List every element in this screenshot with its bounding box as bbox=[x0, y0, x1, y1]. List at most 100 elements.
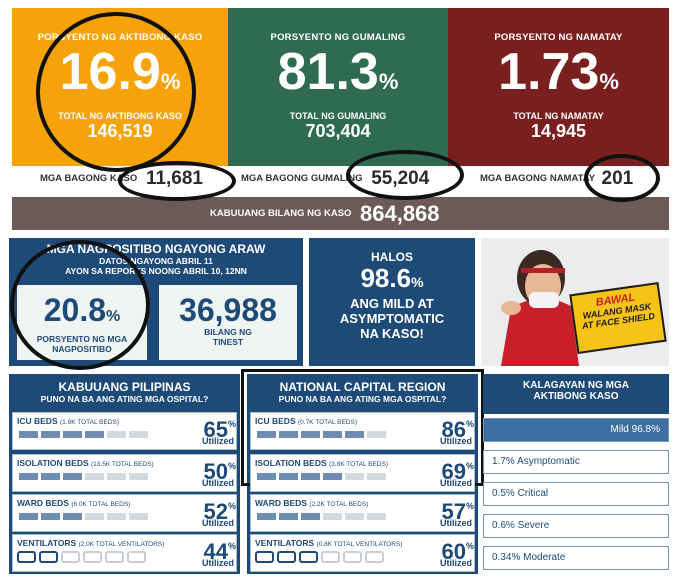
ph-hospital-row: ICU BEDS (1.9K TOTAL BEDS) 65% Utilized bbox=[12, 412, 237, 450]
ncr-hospital-row: WARD BEDS (2.2K TOTAL BEDS) 57% Utilized bbox=[250, 494, 475, 532]
ncr-title: NATIONAL CAPITAL REGION bbox=[279, 380, 446, 394]
case-status-item: 0.5% Critical bbox=[483, 482, 669, 506]
utilized-label: Utilized bbox=[439, 478, 472, 488]
positivity-date: DATOS NGAYONG ABRIL 11 bbox=[99, 256, 213, 266]
ph-hospital-row: WARD BEDS (6.0K TOTAL BEDS) 52% Utilized bbox=[12, 494, 237, 532]
capacity-bar-segment bbox=[107, 473, 126, 480]
recovered-pct-label: PORSYENTO NG GUMALING bbox=[270, 32, 406, 43]
annotation-circle-active-pct bbox=[36, 12, 196, 172]
capacity-bar-segment bbox=[85, 473, 104, 480]
utilized-label: Utilized bbox=[201, 478, 234, 488]
hospital-row-name: VENTILATORS (2.0K TOTAL VENTILATORS) bbox=[17, 538, 165, 548]
utilization-percent: 69% bbox=[441, 459, 474, 484]
capacity-bar-segment bbox=[107, 431, 126, 438]
capacity-bar-segment bbox=[367, 473, 386, 480]
ventilator-icon bbox=[343, 551, 362, 563]
case-status-item: 0.34% Moderate bbox=[483, 546, 669, 570]
case-status-panel: KALAGAYAN NG MGA AKTIBONG KASO bbox=[483, 374, 669, 414]
capacity-bar-segment bbox=[367, 431, 386, 438]
new-recovered-label: MGA BAGONG GUMALING bbox=[241, 173, 363, 184]
ventilator-icon bbox=[83, 551, 102, 563]
utilization-percent: 86% bbox=[441, 417, 474, 442]
utilization-percent: 44% bbox=[203, 539, 236, 564]
capacity-bar-segment bbox=[345, 473, 364, 480]
capacity-bar-segment bbox=[367, 513, 386, 520]
hospital-row-name: VENTILATORS (0.8K TOTAL VENTILATORS) bbox=[255, 538, 403, 548]
mild-l4: NA KASO! bbox=[360, 326, 424, 341]
deaths-total-value: 14,945 bbox=[530, 121, 587, 141]
new-cases-label: MGA BAGONG KASO bbox=[40, 173, 138, 184]
utilization-percent: 50% bbox=[203, 459, 236, 484]
annotation-circle-new-deaths bbox=[584, 154, 660, 202]
mild-value: 98.6% bbox=[360, 263, 424, 293]
hospital-row-name: ISOLATION BEDS (3.8K TOTAL BEDS) bbox=[255, 458, 389, 468]
annotation-circle-positivity bbox=[10, 240, 150, 370]
utilized-label: Utilized bbox=[439, 558, 472, 568]
ncr-subtitle: PUNO NA BA ANG ATING MGA OSPITAL? bbox=[278, 394, 447, 404]
recovered-pct-value: 81.3% bbox=[277, 43, 399, 101]
ventilator-icon bbox=[277, 551, 296, 563]
capacity-bar-segment bbox=[257, 473, 276, 480]
ncr-hospital-row: ISOLATION BEDS (3.8K TOTAL BEDS) 69% Utili… bbox=[250, 454, 475, 492]
capacity-bars bbox=[19, 513, 148, 520]
mask-banner-sign: BAWAL WALANG MASK AT FACE SHIELD bbox=[569, 282, 667, 354]
capacity-bar-segment bbox=[41, 431, 60, 438]
utilized-label: Utilized bbox=[439, 436, 472, 446]
ventilator-icon bbox=[255, 551, 274, 563]
capacity-bar-segment bbox=[19, 513, 38, 520]
deaths-card: PORSYENTO NG NAMATAY 1.73% TOTAL NG NAMA… bbox=[448, 8, 669, 166]
capacity-bar-segment bbox=[129, 513, 148, 520]
capacity-bar-segment bbox=[63, 431, 82, 438]
hospital-row-name: WARD BEDS (2.2K TOTAL BEDS) bbox=[255, 498, 369, 508]
capacity-bars bbox=[257, 431, 386, 438]
ph-title: KABUUANG PILIPINAS bbox=[58, 380, 191, 394]
capacity-bar-segment bbox=[279, 513, 298, 520]
capacity-bar-segment bbox=[63, 513, 82, 520]
hospital-row-name: ICU BEDS (1.9K TOTAL BEDS) bbox=[17, 416, 120, 426]
ncr-hospital-row: ICU BEDS (0.7K TOTAL BEDS) 86% Utilized bbox=[250, 412, 475, 450]
mild-panel: HALOS 98.6% ANG MILD AT ASYMPTOMATIC NA … bbox=[309, 238, 475, 366]
capacity-bar-segment bbox=[41, 473, 60, 480]
ventilator-icon bbox=[127, 551, 146, 563]
total-cases-value: 864,868 bbox=[360, 201, 440, 226]
capacity-bars bbox=[19, 473, 148, 480]
ventilator-icons bbox=[255, 551, 384, 563]
utilization-percent: 60% bbox=[441, 539, 474, 564]
tests-label1: BILANG NG bbox=[204, 327, 252, 337]
utilized-label: Utilized bbox=[201, 518, 234, 528]
ventilator-icon bbox=[299, 551, 318, 563]
utilization-percent: 52% bbox=[203, 499, 236, 524]
utilized-label: Utilized bbox=[201, 558, 234, 568]
capacity-bar-segment bbox=[257, 431, 276, 438]
capacity-bar-segment bbox=[301, 473, 320, 480]
capacity-bar-segment bbox=[63, 473, 82, 480]
capacity-bars bbox=[19, 431, 148, 438]
capacity-bar-segment bbox=[19, 473, 38, 480]
annotation-circle-new-recovered bbox=[346, 150, 464, 200]
mild-l3: ASYMPTOMATIC bbox=[339, 311, 445, 326]
capacity-bar-segment bbox=[85, 431, 104, 438]
status-title2: AKTIBONG KASO bbox=[533, 391, 619, 402]
positivity-source: AYON SA REPORTS NOONG ABRIL 10, 12NN bbox=[65, 266, 247, 276]
annotation-circle-new-cases bbox=[118, 161, 236, 201]
case-status-item: 1.7% Asymptomatic bbox=[483, 450, 669, 474]
capacity-bar-segment bbox=[129, 473, 148, 480]
ventilator-icon bbox=[321, 551, 340, 563]
capacity-bar-segment bbox=[41, 513, 60, 520]
capacity-bars bbox=[257, 513, 386, 520]
utilization-percent: 57% bbox=[441, 499, 474, 524]
capacity-bar-segment bbox=[257, 513, 276, 520]
new-deaths-label: MGA BAGONG NAMATAY bbox=[480, 173, 595, 184]
capacity-bars bbox=[257, 473, 386, 480]
ventilator-icon bbox=[17, 551, 36, 563]
ventilator-icons bbox=[17, 551, 146, 563]
ph-hospital-row: VENTILATORS (2.0K TOTAL VENTILATORS) 44% U… bbox=[12, 534, 237, 572]
utilized-label: Utilized bbox=[201, 436, 234, 446]
recovered-total-value: 703,404 bbox=[305, 121, 371, 141]
total-cases-label: KABUUANG BILANG NG KASO bbox=[210, 208, 352, 219]
ventilator-icon bbox=[365, 551, 384, 563]
capacity-bar-segment bbox=[323, 431, 342, 438]
case-status-item: 0.6% Severe bbox=[483, 514, 669, 538]
mild-l1: HALOS bbox=[371, 250, 413, 264]
capacity-bar-segment bbox=[85, 513, 104, 520]
